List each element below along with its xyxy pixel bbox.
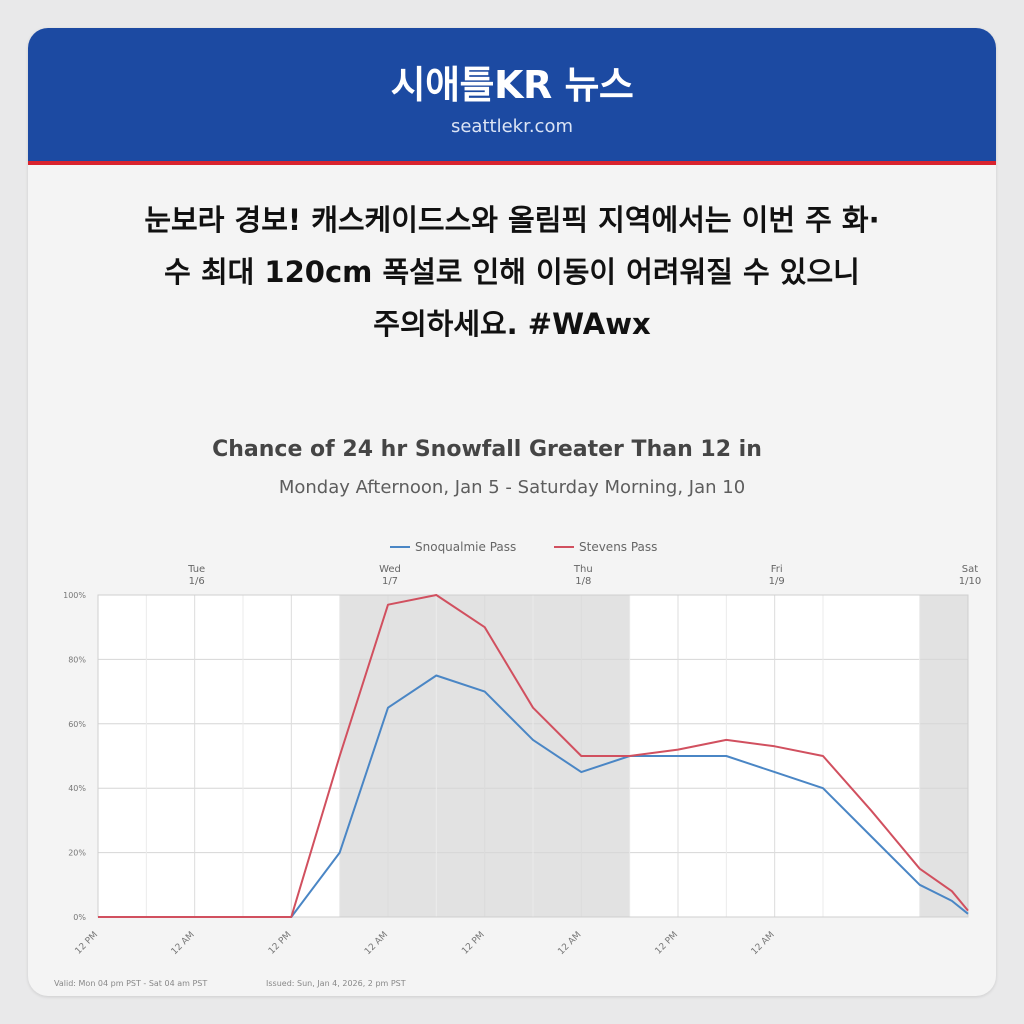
- footer-valid: Valid: Mon 04 pm PST - Sat 04 am PST: [54, 979, 207, 988]
- day-label: Tue: [187, 564, 205, 575]
- y-tick-label: 60%: [68, 720, 86, 729]
- snowfall-chart: Chance of 24 hr Snowfall Greater Than 12…: [28, 388, 996, 996]
- x-tick-label: 12 AM: [750, 930, 777, 957]
- headline-line-3: 주의하세요. #WAwx: [373, 307, 651, 341]
- day-date-label: 1/10: [959, 576, 981, 587]
- chart-title: Chance of 24 hr Snowfall Greater Than 12…: [212, 437, 762, 462]
- series-line-snoqualmie-pass: [98, 674, 969, 918]
- x-tick-label: 12 PM: [74, 930, 101, 957]
- chart-subtitle: Monday Afternoon, Jan 5 - Saturday Morni…: [279, 477, 745, 498]
- chart-legend: Snoqualmie Pass Stevens Pass: [390, 540, 657, 554]
- y-tick-label: 80%: [68, 655, 86, 664]
- x-tick-label: 12 AM: [363, 930, 390, 957]
- x-tick-label: 12 PM: [267, 930, 294, 957]
- headline: 눈보라 경보! 캐스케이드스와 올림픽 지역에서는 이번 주 화· 수 최대 1…: [68, 194, 956, 350]
- day-label: Fri: [771, 564, 783, 575]
- day-label: Wed: [379, 564, 401, 575]
- header-banner: 시애틀KR 뉴스 seattlekr.com: [28, 28, 996, 165]
- plot-area: 0% 20% 40% 60% 80% 100% 12 AM 12 PM 12 AM 12 PM 12…: [63, 564, 981, 957]
- day-date-label: 1/8: [575, 576, 591, 587]
- y-tick-label: 100%: [63, 591, 86, 600]
- series-line-stevens-pass: [98, 594, 969, 918]
- x-tick-label: 12 PM: [654, 930, 681, 957]
- day-date-label: 1/7: [382, 576, 398, 587]
- legend-label-stevens: Stevens Pass: [579, 540, 657, 554]
- day-date-label: 1/9: [769, 576, 785, 587]
- x-tick-label: 12 PM: [460, 930, 487, 957]
- news-card: 시애틀KR 뉴스 seattlekr.com 눈보라 경보! 캐스케이드스와 올…: [28, 28, 996, 996]
- day-date-label: 1/6: [189, 576, 205, 587]
- y-tick-label: 40%: [68, 784, 86, 793]
- site-url: seattlekr.com: [450, 116, 573, 137]
- headline-line-2: 수 최대 120cm 폭설로 인해 이동이 어려워질 수 있으니: [164, 255, 860, 289]
- night-shade: [919, 595, 968, 917]
- plot-frame: [97, 594, 969, 918]
- footer-issued: Issued: Sun, Jan 4, 2026, 2 pm PST: [266, 979, 406, 988]
- brand-title: 시애틀KR 뉴스: [390, 63, 634, 107]
- y-tick-label: 0%: [73, 913, 86, 922]
- day-label: Thu: [573, 564, 593, 575]
- chart-svg: Chance of 24 hr Snowfall Greater Than 12…: [54, 437, 981, 988]
- legend-label-snoqualmie: Snoqualmie Pass: [415, 540, 516, 554]
- x-tick-label: 12 AM: [170, 930, 197, 957]
- headline-line-1: 눈보라 경보! 캐스케이드스와 올림픽 지역에서는 이번 주 화·: [144, 203, 880, 237]
- day-label: Sat: [962, 564, 978, 575]
- y-tick-label: 20%: [68, 849, 86, 858]
- x-tick-label: 12 AM: [556, 930, 583, 957]
